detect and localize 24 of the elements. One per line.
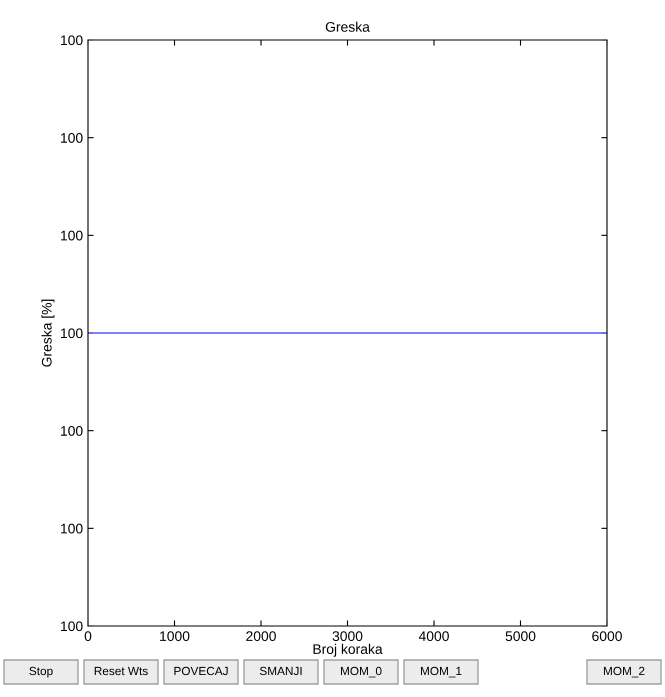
y-tick-label: 100 (61, 133, 83, 143)
y-tick-label: 100 (61, 524, 83, 534)
x-tick-label: 3000 (332, 631, 362, 642)
y-tick-label: 100 (61, 35, 83, 46)
text: MOM_2 (604, 666, 644, 678)
y-tick-label: 100 (61, 621, 83, 632)
x-tick-label: 2000 (246, 631, 276, 642)
text: POVECAJ (174, 666, 228, 676)
x-tick-label: 6000 (592, 631, 622, 642)
x-tick-label: 4000 (418, 631, 449, 642)
x-tick-label: 1000 (160, 631, 190, 642)
text: Reset Wts (94, 666, 148, 676)
chart-title: Greska (326, 22, 370, 32)
text: Stop (29, 666, 53, 678)
text: MOM_0 (340, 666, 382, 678)
text: SMANJI (260, 666, 302, 676)
y-tick-label: 100 (61, 426, 83, 436)
x-tick-label: 0 (84, 631, 92, 642)
y-tick-label: 100 (61, 230, 83, 241)
x-tick-label: 5000 (506, 631, 536, 642)
y-axis-title: Greska [%] (41, 300, 54, 367)
x-axis-title: Broj koraka (314, 644, 383, 657)
text: MOM_1 (420, 666, 462, 678)
y-tick-label: 100 (61, 328, 83, 338)
